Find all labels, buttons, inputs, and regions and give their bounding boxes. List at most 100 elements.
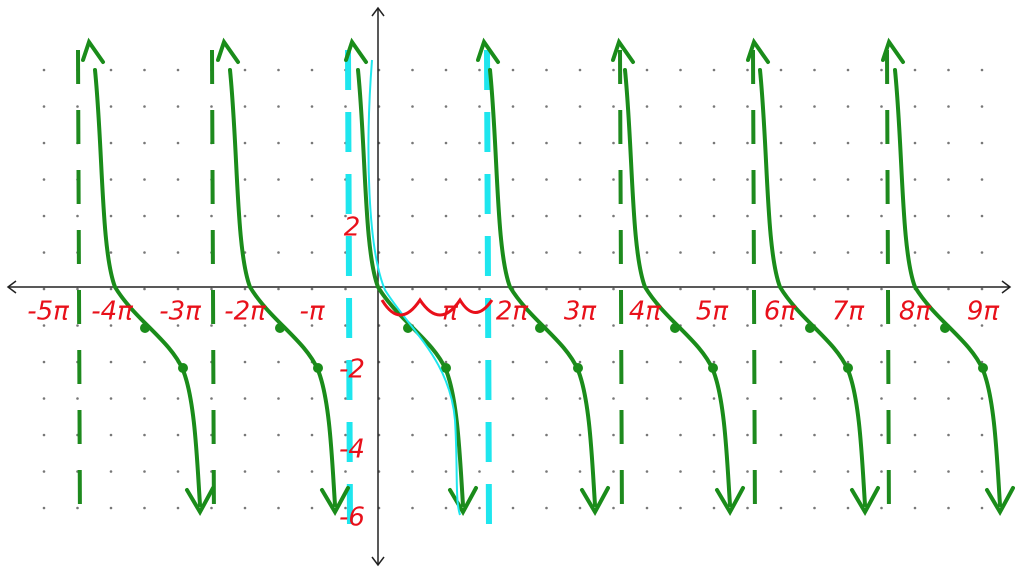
point — [535, 323, 545, 333]
grid-dot — [679, 507, 682, 510]
x-axis-label: 6π — [764, 297, 797, 327]
grid-dot — [478, 142, 481, 145]
grid-dot — [445, 105, 448, 108]
grid-dot — [110, 178, 113, 181]
grid-dot — [143, 507, 146, 510]
grid-dot — [780, 215, 783, 218]
grid-dot — [813, 507, 816, 510]
grid-dot — [947, 178, 950, 181]
grid-dot — [914, 215, 917, 218]
grid-dot — [813, 105, 816, 108]
x-axis-label: -4π — [91, 297, 133, 327]
grid-dot — [947, 361, 950, 364]
grid-dot — [746, 361, 749, 364]
grid-dot — [545, 397, 548, 400]
grid-dot — [780, 507, 783, 510]
grid-dot — [914, 434, 917, 437]
grid-dot — [512, 69, 515, 72]
grid-dot — [411, 397, 414, 400]
grid-dot — [177, 105, 180, 108]
grid-dot — [947, 69, 950, 72]
grid-dot — [947, 397, 950, 400]
y-axis-label: -4 — [339, 435, 365, 465]
grid-dot — [445, 470, 448, 473]
grid-dot — [43, 69, 46, 72]
grid-dot — [914, 105, 917, 108]
grid-dot — [713, 105, 716, 108]
asymptote — [487, 50, 489, 530]
grid-dot — [780, 105, 783, 108]
grid-dot — [210, 324, 213, 327]
grid-dot — [746, 324, 749, 327]
x-axis-label: 8π — [899, 297, 932, 327]
grid-dot — [579, 361, 582, 364]
grid-dot — [445, 178, 448, 181]
grid-dot — [813, 288, 816, 291]
arrow-head — [883, 42, 1013, 512]
grid-dot — [478, 288, 481, 291]
point — [140, 323, 150, 333]
grid-dot — [713, 361, 716, 364]
grid-dot — [277, 470, 280, 473]
grid-dot — [311, 434, 314, 437]
grid-dot — [411, 507, 414, 510]
grid-dot — [478, 397, 481, 400]
grid-dot — [545, 251, 548, 254]
arrow-head — [478, 42, 608, 512]
grid-dot — [813, 178, 816, 181]
grid-dot — [512, 215, 515, 218]
y-axis-label: -6 — [339, 503, 365, 533]
grid-dot — [612, 105, 615, 108]
grid-dot — [512, 470, 515, 473]
grid-dot — [177, 397, 180, 400]
grid-dot — [143, 361, 146, 364]
point — [805, 323, 815, 333]
grid-dot — [612, 178, 615, 181]
grid-dot — [277, 288, 280, 291]
grid-dot — [780, 470, 783, 473]
grid-dot — [143, 397, 146, 400]
grid-dot — [947, 434, 950, 437]
grid-dot — [947, 470, 950, 473]
grid-dot — [43, 397, 46, 400]
asymptotes — [78, 50, 889, 530]
x-axis-label: 2π — [496, 297, 529, 327]
grid-dot — [947, 288, 950, 291]
point — [178, 363, 188, 373]
grid-dot — [478, 215, 481, 218]
grid-dot — [512, 105, 515, 108]
grid-dot — [579, 69, 582, 72]
grid-dot — [679, 105, 682, 108]
grid-dot — [981, 142, 984, 145]
grid-dot — [177, 178, 180, 181]
grid-dot — [579, 470, 582, 473]
grid-dot — [880, 324, 883, 327]
grid-dot — [612, 361, 615, 364]
grid-dot — [311, 507, 314, 510]
grid-dot — [579, 434, 582, 437]
grid-dot — [277, 178, 280, 181]
grid-dot — [813, 215, 816, 218]
grid-dot — [914, 361, 917, 364]
grid-dot — [311, 288, 314, 291]
grid-dot — [780, 397, 783, 400]
grid-dot — [277, 361, 280, 364]
grid-dot — [244, 361, 247, 364]
grid-dot — [110, 434, 113, 437]
grid-dot — [512, 361, 515, 364]
grid-dot — [746, 215, 749, 218]
x-axis-label: 4π — [629, 297, 662, 327]
grid-dot — [445, 215, 448, 218]
grid-dot — [780, 434, 783, 437]
grid-dot — [478, 324, 481, 327]
grid-dot — [277, 142, 280, 145]
grid-dot — [679, 361, 682, 364]
grid-dot — [445, 288, 448, 291]
arrow-head — [218, 42, 348, 512]
grid-dot — [43, 507, 46, 510]
grid-dot — [478, 105, 481, 108]
grid-dot — [545, 69, 548, 72]
grid-dot — [612, 434, 615, 437]
grid-dot — [847, 470, 850, 473]
point — [940, 323, 950, 333]
